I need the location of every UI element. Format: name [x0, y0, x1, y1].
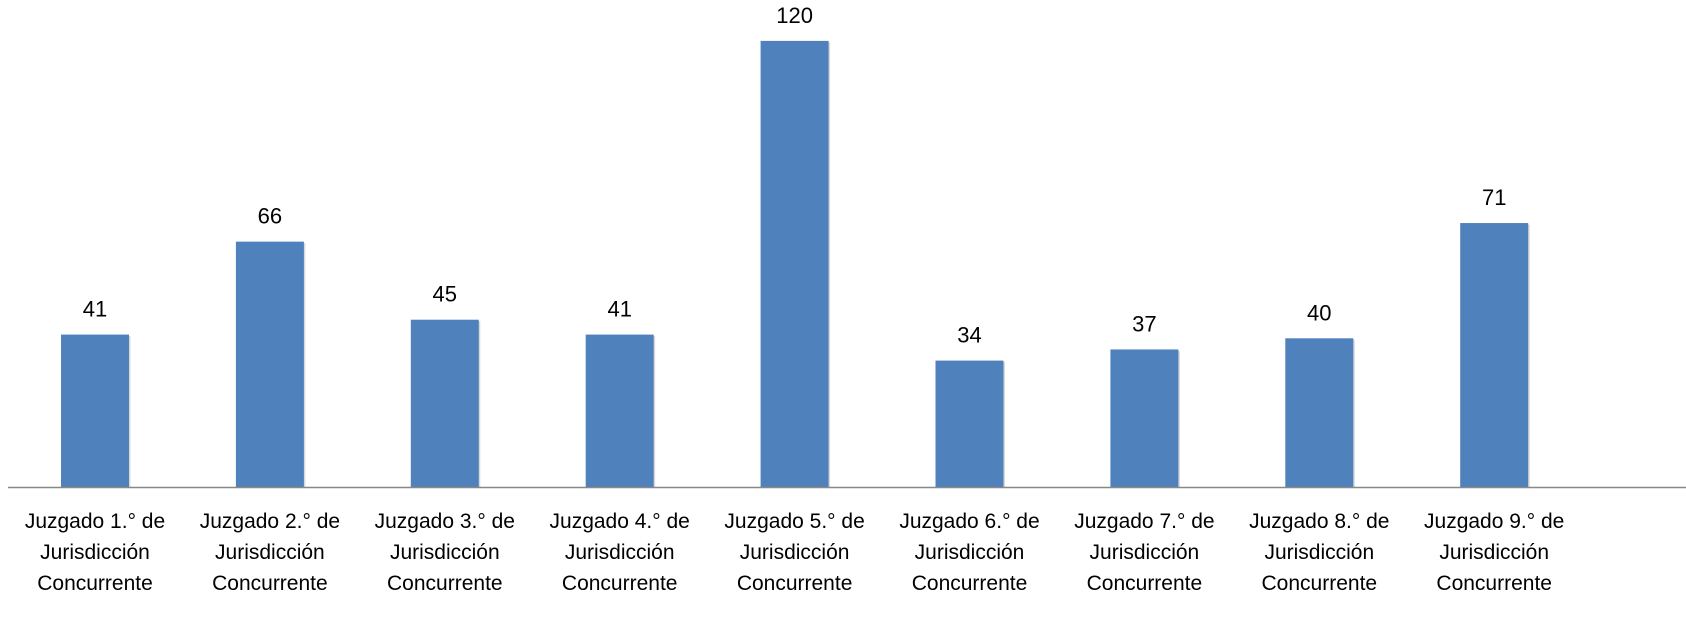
- value-label-6: 34: [957, 323, 981, 348]
- value-label-5: 120: [776, 3, 813, 28]
- x-tick-label-line: Jurisdicción: [1439, 541, 1549, 564]
- x-tick-label-line: Juzgado 6.° de: [899, 510, 1039, 533]
- bar-9: [1460, 223, 1529, 487]
- value-label-2: 66: [258, 204, 282, 229]
- x-tick-labels-group: Juzgado 1.° deJurisdicciónConcurrenteJuz…: [25, 510, 1565, 595]
- bar-1: [61, 334, 129, 487]
- value-labels-group: 41 66 45 41 120 34 37 40 71: [83, 3, 1507, 348]
- bar-6: [935, 360, 1004, 487]
- value-label-1: 41: [83, 297, 107, 322]
- x-tick-label-line: Concurrente: [1087, 572, 1203, 595]
- x-tick-label-line: Jurisdicción: [915, 541, 1025, 564]
- bar-8: [1285, 338, 1354, 487]
- x-tick-label-6: Juzgado 6.° de Jurisdicción Concurrente: [899, 510, 1039, 595]
- bar-7: [1110, 349, 1179, 487]
- x-tick-label-5: Juzgado 5.° de Jurisdicción Concurrente: [724, 510, 864, 595]
- x-tick-label-line: Jurisdicción: [740, 541, 850, 564]
- x-tick-label-line: Jurisdicción: [40, 541, 150, 564]
- x-tick-label-line: Juzgado 5.° de: [724, 510, 864, 533]
- x-tick-label-line: Juzgado 7.° de: [1074, 510, 1214, 533]
- x-tick-label-line: Concurrente: [1262, 572, 1378, 595]
- bar-3: [410, 319, 479, 487]
- x-tick-label-4: Juzgado 4.° de Jurisdicción Concurrente: [550, 510, 690, 595]
- x-tick-label-line: Concurrente: [37, 572, 153, 595]
- x-tick-label-line: Juzgado 4.° de: [550, 510, 690, 533]
- value-label-4: 41: [607, 297, 631, 322]
- x-tick-label-8: Juzgado 8.° de Jurisdicción Concurrente: [1249, 510, 1389, 595]
- x-tick-label-line: Juzgado 8.° de: [1249, 510, 1389, 533]
- x-tick-label-line: Juzgado 9.° de: [1424, 510, 1564, 533]
- x-tick-label-2: Juzgado 2.° de Jurisdicción Concurrente: [200, 510, 340, 595]
- x-tick-label-line: Juzgado 1.° de: [25, 510, 165, 533]
- x-tick-label-9: Juzgado 9.° de Jurisdicción Concurrente: [1424, 510, 1564, 595]
- bars-group: [61, 40, 1530, 488]
- x-tick-label-line: Jurisdicción: [215, 541, 325, 564]
- x-tick-label-line: Concurrente: [562, 572, 678, 595]
- x-tick-label-line: Jurisdicción: [390, 541, 500, 564]
- x-tick-label-line: Jurisdicción: [1090, 541, 1200, 564]
- x-tick-label-line: Jurisdicción: [1264, 541, 1374, 564]
- value-label-7: 37: [1132, 311, 1156, 336]
- x-tick-label-line: Juzgado 2.° de: [200, 510, 340, 533]
- x-tick-label-line: Concurrente: [212, 572, 328, 595]
- x-tick-label-line: Concurrente: [387, 572, 503, 595]
- bar-5: [760, 40, 829, 488]
- value-label-9: 71: [1482, 185, 1506, 210]
- value-label-3: 45: [433, 282, 457, 307]
- x-tick-label-line: Concurrente: [912, 572, 1028, 595]
- x-tick-label-7: Juzgado 7.° de Jurisdicción Concurrente: [1074, 510, 1214, 595]
- x-tick-label-line: Juzgado 3.° de: [375, 510, 515, 533]
- x-tick-label-3: Juzgado 3.° de Jurisdicción Concurrente: [375, 510, 515, 595]
- bar-2: [235, 241, 304, 487]
- x-tick-label-line: Jurisdicción: [565, 541, 675, 564]
- x-tick-label-1: Juzgado 1.° de Jurisdicción Concurrente: [25, 510, 165, 595]
- bar-4: [585, 334, 654, 487]
- x-tick-label-line: Concurrente: [737, 572, 853, 595]
- value-label-8: 40: [1307, 300, 1331, 325]
- x-tick-label-line: Concurrente: [1436, 572, 1552, 595]
